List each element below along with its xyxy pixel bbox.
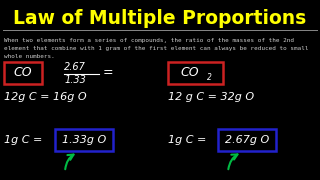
Text: 12g C = 16g O: 12g C = 16g O <box>4 92 87 102</box>
Text: 2: 2 <box>207 73 212 82</box>
Text: 1g C =: 1g C = <box>4 135 42 145</box>
Bar <box>55 129 113 151</box>
Text: CO: CO <box>14 66 32 80</box>
Text: 1.33g O: 1.33g O <box>62 135 106 145</box>
Bar <box>4 62 42 84</box>
Text: When two elements form a series of compounds, the ratio of the masses of the 2nd: When two elements form a series of compo… <box>4 38 294 43</box>
Text: =: = <box>103 66 113 80</box>
Text: 1g C =: 1g C = <box>168 135 206 145</box>
Text: 2.67: 2.67 <box>64 62 86 72</box>
Bar <box>168 62 223 84</box>
Text: whole numbers.: whole numbers. <box>4 54 55 59</box>
Text: element that combine with 1 gram of the first element can always be reduced to s: element that combine with 1 gram of the … <box>4 46 308 51</box>
Text: 1.33: 1.33 <box>64 75 86 85</box>
Text: 2.67g O: 2.67g O <box>225 135 269 145</box>
Text: 12 g C = 32g O: 12 g C = 32g O <box>168 92 254 102</box>
Text: CO: CO <box>181 66 199 80</box>
Bar <box>218 129 276 151</box>
Text: Law of Multiple Proportions: Law of Multiple Proportions <box>13 8 307 28</box>
